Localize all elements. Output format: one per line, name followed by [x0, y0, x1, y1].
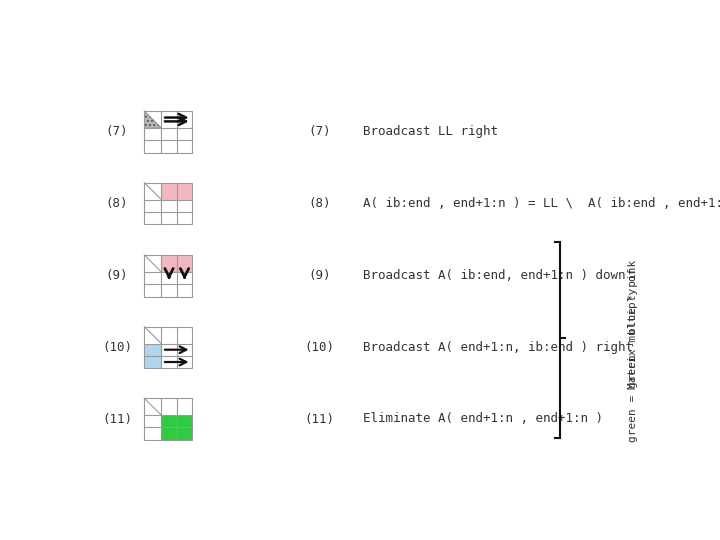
Bar — [161, 415, 192, 440]
Bar — [144, 111, 192, 153]
Text: (9): (9) — [106, 269, 128, 282]
Bar — [177, 255, 192, 272]
Bar — [144, 255, 192, 296]
Text: (10): (10) — [102, 341, 132, 354]
Text: (7): (7) — [308, 125, 330, 138]
Text: (8): (8) — [106, 197, 128, 210]
Text: Matrix multiply of: Matrix multiply of — [628, 267, 637, 389]
Text: (11): (11) — [305, 413, 334, 426]
Bar — [144, 183, 192, 224]
Text: (10): (10) — [305, 341, 334, 354]
Text: (9): (9) — [308, 269, 330, 282]
Text: Broadcast A( end+1:n, ib:end ) right: Broadcast A( end+1:n, ib:end ) right — [363, 341, 633, 354]
Bar — [161, 255, 177, 272]
Polygon shape — [144, 111, 161, 128]
Text: (8): (8) — [308, 197, 330, 210]
Bar — [177, 183, 192, 200]
Text: Broadcast A( ib:end, end+1:n ) down: Broadcast A( ib:end, end+1:n ) down — [363, 269, 625, 282]
Bar — [144, 343, 161, 356]
Text: (7): (7) — [106, 125, 128, 138]
Bar — [144, 356, 161, 368]
Text: Eliminate A( end+1:n , end+1:n ): Eliminate A( end+1:n , end+1:n ) — [363, 413, 603, 426]
Bar — [161, 183, 177, 200]
Bar — [144, 327, 192, 368]
Text: green = green - blue * pink: green = green - blue * pink — [628, 260, 637, 442]
Text: (11): (11) — [102, 413, 132, 426]
Bar — [144, 398, 192, 440]
Text: A( ib:end , end+1:n ) = LL \  A( ib:end , end+1:n ): A( ib:end , end+1:n ) = LL \ A( ib:end ,… — [363, 197, 720, 210]
Text: Broadcast LL right: Broadcast LL right — [363, 125, 498, 138]
